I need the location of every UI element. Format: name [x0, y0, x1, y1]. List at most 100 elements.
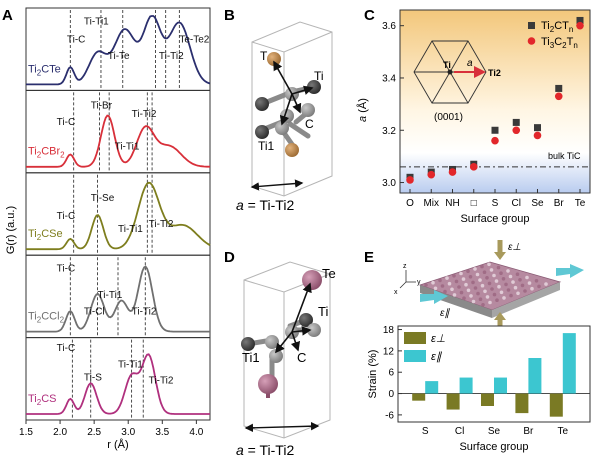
lattice-atom: [471, 280, 475, 285]
lattice-atom: [527, 281, 532, 285]
panel-letter-b: B: [224, 7, 235, 24]
lattice-atom: [518, 278, 522, 282]
lattice-atom: [504, 282, 508, 287]
lattice-atom: [485, 276, 489, 280]
arrow-par-right: [556, 264, 584, 278]
x-tick-label: Cl: [455, 426, 464, 437]
panel-d-structure: Te Ti C Ti1 a = Ti-Ti2: [236, 261, 336, 458]
y-tick-label: 0: [388, 389, 394, 400]
point-ti3c2tn: [406, 176, 414, 184]
x-tick-label: Br: [554, 198, 565, 209]
lattice-atom: [452, 274, 456, 278]
lattice-atom: [450, 287, 454, 292]
rdf-curve-ti2cs: [26, 353, 210, 415]
legend-ti3c2tn: Ti3C2Tn: [541, 36, 578, 50]
x-tick-label: NH: [445, 198, 459, 209]
bar-par: [562, 333, 576, 394]
bar-par: [528, 358, 542, 394]
atom-c-lower: [255, 125, 269, 139]
point-ti3c2tn: [576, 21, 584, 30]
inset-ti2-label: Ti2: [488, 68, 501, 78]
lattice-atom: [480, 264, 484, 269]
bond-label: Ti-C: [57, 264, 76, 275]
panel-c-xlabel: Surface group: [460, 213, 529, 225]
rdf-frame-ti2cse: [25, 172, 211, 256]
compound-label: Ti2CCl2: [28, 310, 65, 324]
point-ti2ctn: [576, 16, 584, 24]
legend-label: ε∥: [431, 351, 443, 363]
bond-label: Ti-Se: [91, 193, 115, 204]
point-ti3c2tn: [427, 170, 436, 179]
point-ti3c2tn: [512, 126, 521, 135]
bond-label: Ti-Te: [108, 51, 130, 62]
lattice-atom: [501, 277, 506, 281]
x-tick-label: Mix: [423, 198, 439, 209]
panel-c-plot-area: [399, 9, 591, 194]
lattice-atom: [433, 286, 438, 291]
rdf-curve-ti2cte: [26, 15, 211, 86]
lattice-atom: [494, 279, 499, 283]
lattice-atom: [468, 275, 473, 279]
label-c-d: C: [297, 350, 306, 365]
bond-label: Ti-Ti1: [115, 142, 140, 153]
y-tick-label: 3.4: [382, 73, 396, 84]
x-tick-label: □: [471, 198, 477, 209]
lattice-atom: [481, 303, 485, 307]
lattice-atom: [424, 283, 428, 287]
lattice-atom: [483, 289, 487, 294]
inset-plane-label: (0001): [434, 112, 463, 123]
x-tick-label: 3.5: [155, 427, 169, 438]
lattice-atom: [506, 269, 510, 273]
lattice-atom: [513, 285, 518, 290]
panel-e-inset-lattice: ε⊥ ε∥ z y x: [394, 240, 584, 330]
lattice-atom: [443, 289, 447, 294]
x-tick-label: 4.0: [189, 427, 203, 438]
panel-a-xlabel: r (Å): [107, 438, 128, 451]
atom-te-bottom: [258, 374, 278, 394]
lattice-atom: [438, 278, 442, 283]
lattice-atom: [487, 262, 491, 267]
lattice-atom: [502, 296, 506, 300]
lattice-atom: [469, 294, 473, 298]
inset-eps-par: ε∥: [440, 308, 450, 319]
lattice-atom: [534, 279, 539, 283]
atom-ti-right: [301, 103, 315, 117]
lattice-atom: [459, 271, 463, 276]
lattice-atom: [537, 284, 541, 289]
point-ti3c2tn: [448, 168, 457, 176]
lattice-atom: [508, 274, 513, 279]
x-tick-label: 3.0: [121, 427, 135, 438]
bar-perp: [549, 393, 563, 417]
lattice-atom: [506, 288, 511, 292]
lattice-atom: [478, 278, 482, 282]
bond-label: Ti-Ti2: [132, 307, 157, 318]
lattice-atom: [492, 292, 497, 297]
compound-label: Ti2CBr2: [28, 146, 65, 160]
y-tick-label: 18: [383, 325, 395, 336]
lattice-atom: [478, 297, 483, 302]
bond-label: Ti-C: [57, 343, 76, 354]
axis-z-label: z: [403, 263, 407, 270]
x-tick-label: 2.0: [53, 427, 67, 438]
panel-letter-c: C: [364, 7, 375, 24]
lattice-atom: [487, 281, 492, 286]
lattice-atom: [462, 296, 466, 301]
rdf-frame-ti2cs: [25, 337, 211, 421]
x-tick-label: O: [406, 198, 414, 209]
lattice-atom: [490, 287, 494, 291]
lattice-atom: [496, 265, 501, 270]
x-tick-label: Se: [531, 198, 544, 209]
panel-letter-e: E: [364, 249, 374, 266]
lattice-atom: [492, 273, 496, 278]
lattice-atom: [497, 284, 501, 289]
legend-label: ε⊥: [431, 333, 445, 345]
lattice-atom: [488, 300, 492, 305]
panel-d-caption: a = Ti-Ti2: [236, 442, 294, 458]
label-ti1: Ti1: [258, 139, 275, 153]
lattice-atom: [482, 270, 487, 275]
label-ti: Ti: [314, 69, 324, 83]
lattice-atom: [544, 282, 548, 286]
y-tick-label: 3.2: [382, 126, 396, 137]
bond-label: Ti-C: [67, 35, 86, 46]
axes-triad: [399, 270, 416, 289]
